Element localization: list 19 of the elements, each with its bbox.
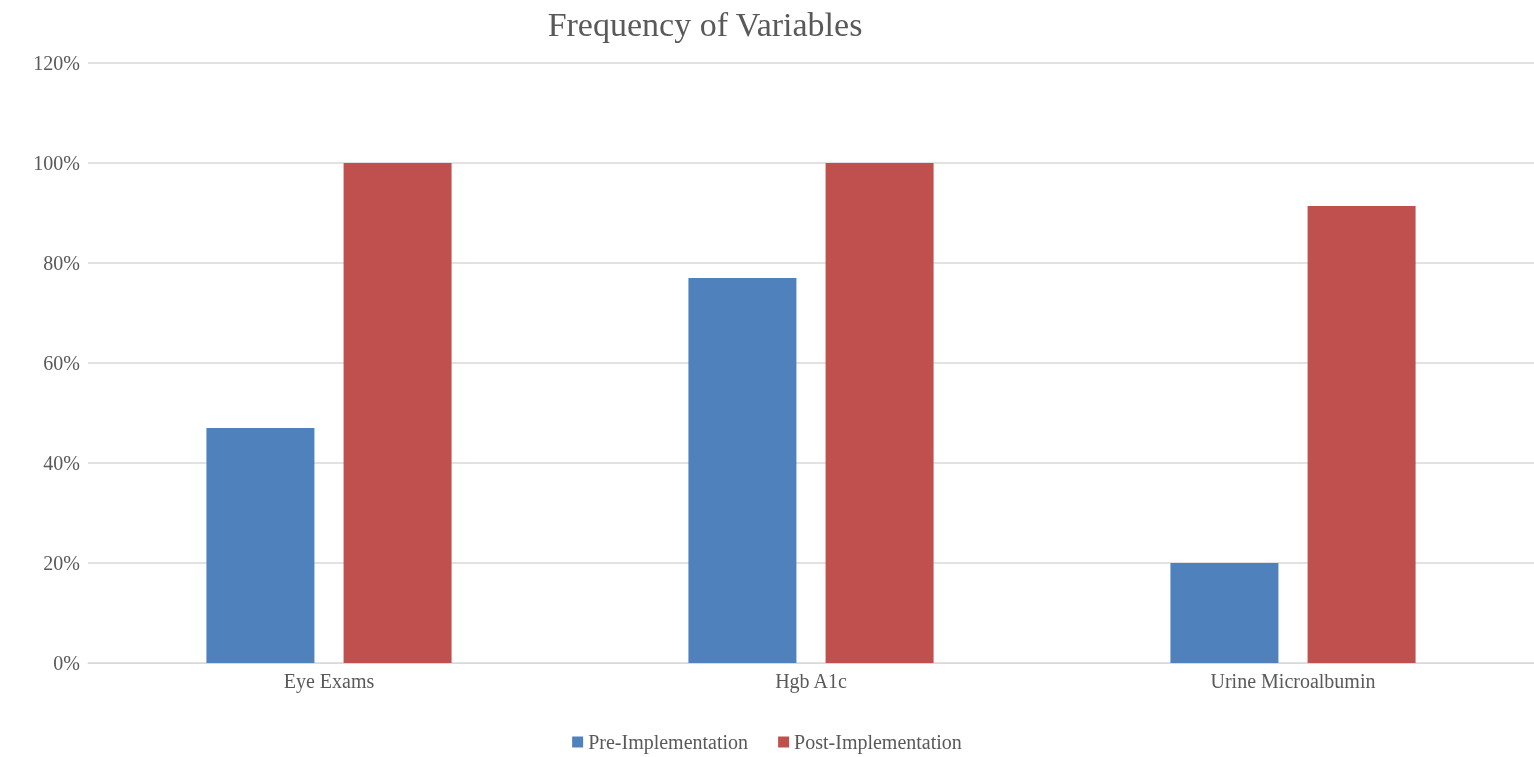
y-tick-label: 80%: [43, 252, 80, 274]
bar: [1307, 206, 1416, 663]
x-tick-label: Eye Exams: [283, 670, 375, 693]
bar: [1170, 563, 1279, 663]
bar: [343, 163, 452, 663]
bar: [825, 163, 934, 663]
y-tick-label: 0%: [53, 652, 80, 674]
y-tick-label: 40%: [43, 452, 80, 474]
y-tick-label: 100%: [33, 152, 80, 174]
legend-label: Post-Implementation: [794, 731, 962, 754]
y-tick-label: 20%: [43, 552, 80, 574]
y-tick-label: 120%: [33, 52, 80, 74]
bar: [206, 428, 315, 663]
x-tick-label: Urine Microalbumin: [1210, 670, 1376, 692]
y-tick-label: 60%: [43, 352, 80, 374]
bar: [688, 278, 797, 663]
chart-title: Frequency of Variables: [547, 5, 863, 43]
x-tick-label: Hgb A1c: [775, 670, 847, 693]
legend-label: Pre-Implementation: [588, 731, 749, 754]
